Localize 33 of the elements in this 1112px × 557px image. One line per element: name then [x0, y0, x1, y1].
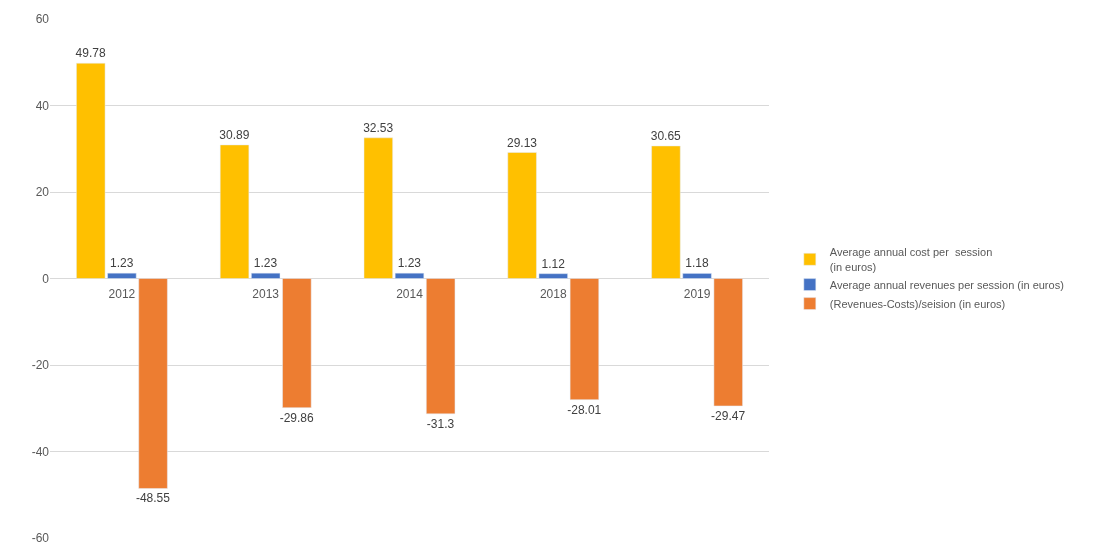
- x-tick-label: 2012: [108, 286, 136, 301]
- y-tick-label: 40: [35, 98, 50, 113]
- bar: [426, 278, 456, 415]
- legend-label: Average annual cost per session (in euros): [829, 246, 993, 273]
- data-label: -31.3: [426, 416, 455, 431]
- data-label: 1.18: [685, 256, 709, 271]
- data-label: 29.13: [506, 135, 538, 150]
- data-label: 1.23: [110, 256, 134, 271]
- x-tick-label: 2014: [396, 286, 424, 301]
- data-label: 1.23: [397, 256, 422, 271]
- data-label: 49.78: [75, 46, 106, 61]
- data-label: 30.65: [650, 128, 682, 143]
- data-label: -28.01: [567, 402, 602, 417]
- y-tick-label: 20: [35, 185, 50, 200]
- y-tick-label: 0: [42, 271, 50, 286]
- data-label: 1.23: [253, 256, 278, 271]
- y-tick-label: -40: [31, 444, 50, 459]
- x-tick-label: 2013: [252, 286, 280, 301]
- data-label: 30.89: [219, 127, 250, 142]
- data-label: 1.12: [541, 256, 566, 271]
- legend-label: (Revenues-Costs)/seision (in euros): [829, 297, 1006, 310]
- x-tick-label: 2018: [539, 286, 567, 301]
- bar: [363, 137, 393, 279]
- y-tick-label: -60: [31, 531, 50, 546]
- data-label: -29.86: [279, 410, 315, 425]
- data-label: -29.47: [711, 408, 746, 423]
- data-label: -48.55: [135, 491, 171, 506]
- y-tick-label: 60: [35, 12, 50, 27]
- data-label: 32.53: [363, 120, 394, 135]
- bar: [394, 272, 425, 279]
- x-tick-label: 2019: [683, 286, 711, 301]
- legend-label: Average annual revenues per session (in euros): [829, 278, 1064, 291]
- y-tick-label: -20: [31, 358, 50, 373]
